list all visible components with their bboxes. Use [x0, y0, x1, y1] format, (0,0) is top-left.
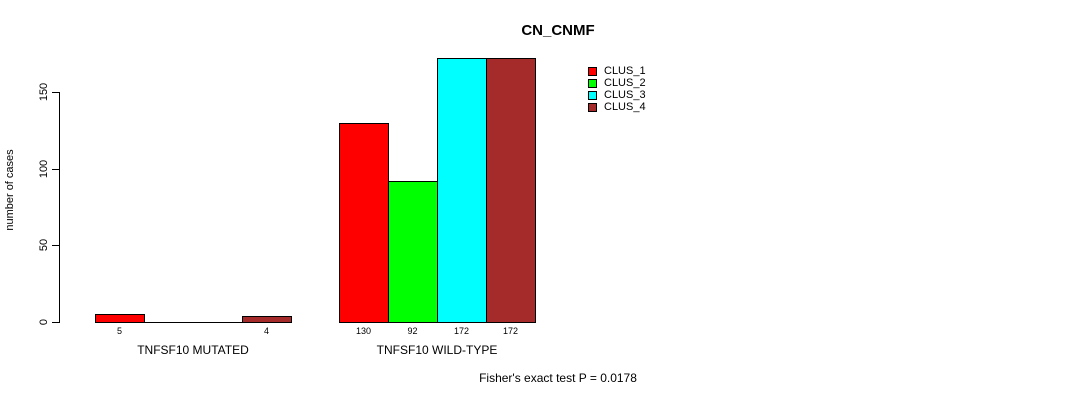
- legend-item: CLUS_4: [588, 101, 646, 113]
- y-tick-mark: [52, 322, 59, 323]
- bar-clus_2-group2: [388, 181, 438, 323]
- bar-clus_3-group2: [437, 58, 487, 323]
- bar-clus_1-group1: [95, 314, 145, 323]
- legend-swatch-clus_4: [588, 102, 597, 112]
- annotation-text: Fisher's exact test P = 0.0178: [479, 371, 637, 385]
- y-tick-mark: [52, 245, 59, 246]
- legend-swatch-clus_1: [588, 66, 597, 76]
- bar-value-label: 172: [453, 326, 470, 336]
- legend-label: CLUS_1: [604, 65, 646, 77]
- group-label-wild-type: TNFSF10 WILD-TYPE: [376, 343, 498, 357]
- y-tick-label: 0: [38, 318, 50, 326]
- legend-label: CLUS_3: [604, 89, 646, 101]
- legend-swatch-clus_3: [588, 90, 597, 100]
- legend-label: CLUS_2: [604, 77, 646, 89]
- bar-value-label: 5: [116, 326, 123, 336]
- legend-item: CLUS_3: [588, 89, 646, 101]
- y-tick-label: 150: [38, 82, 50, 102]
- bar-value-label: 172: [502, 326, 519, 336]
- legend-label: CLUS_4: [604, 101, 646, 113]
- y-tick-label: 50: [38, 238, 50, 252]
- bar-clus_1-group2: [339, 123, 389, 323]
- chart-title: CN_CNMF: [521, 22, 595, 39]
- y-axis-title: number of cases: [4, 149, 16, 231]
- bar-value-label: 4: [263, 326, 270, 336]
- zero-bar-clus_3-group1: [193, 322, 243, 323]
- y-tick-mark: [52, 169, 59, 170]
- legend-swatch-clus_2: [588, 78, 597, 88]
- bar-clus_4-group1: [242, 316, 292, 323]
- zero-bar-clus_2-group1: [144, 322, 194, 323]
- group-label-mutated: TNFSF10 MUTATED: [137, 343, 249, 357]
- bar-value-label: 130: [355, 326, 372, 336]
- y-tick-mark: [52, 92, 59, 93]
- bar-clus_4-group2: [486, 58, 536, 323]
- legend-item: CLUS_2: [588, 77, 646, 89]
- y-tick-label: 100: [38, 159, 50, 179]
- legend: CLUS_1 CLUS_2 CLUS_3 CLUS_4: [588, 65, 646, 113]
- bar-value-label: 92: [407, 326, 418, 336]
- y-axis-line: [59, 92, 60, 323]
- legend-item: CLUS_1: [588, 65, 646, 77]
